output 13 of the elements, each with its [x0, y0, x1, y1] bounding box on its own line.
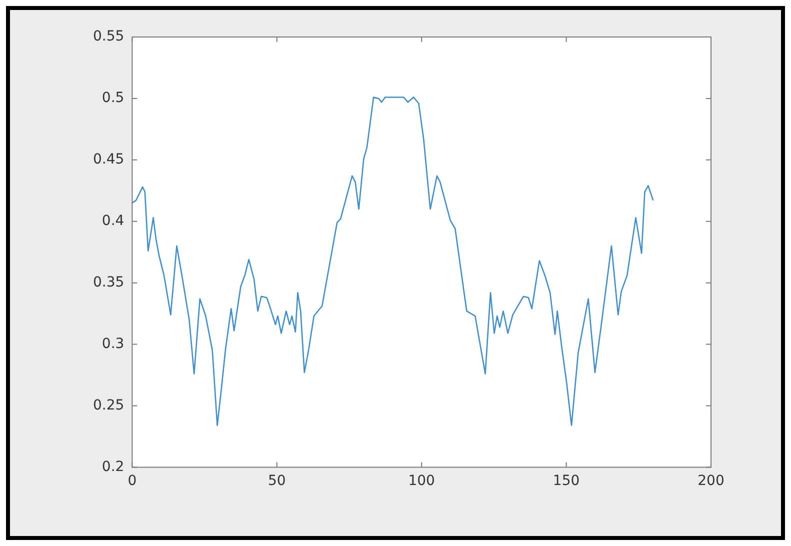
y-tick-label: 0.4 — [102, 213, 124, 230]
x-tick-label: 150 — [552, 473, 580, 490]
y-tick-label: 0.5 — [102, 90, 124, 106]
y-tick-label: 0.35 — [93, 274, 124, 290]
x-tick-label: 100 — [408, 473, 435, 490]
x-tick-label: 50 — [268, 473, 286, 490]
y-tick-label: 0.2 — [102, 458, 124, 475]
y-tick-label: 0.55 — [93, 28, 124, 45]
y-tick-label: 0.3 — [102, 336, 124, 352]
y-tick-label: 0.25 — [93, 397, 124, 414]
x-tick-label: 0 — [128, 473, 137, 490]
x-tick-label: 200 — [698, 473, 724, 490]
y-tick-label: 0.45 — [93, 152, 124, 168]
